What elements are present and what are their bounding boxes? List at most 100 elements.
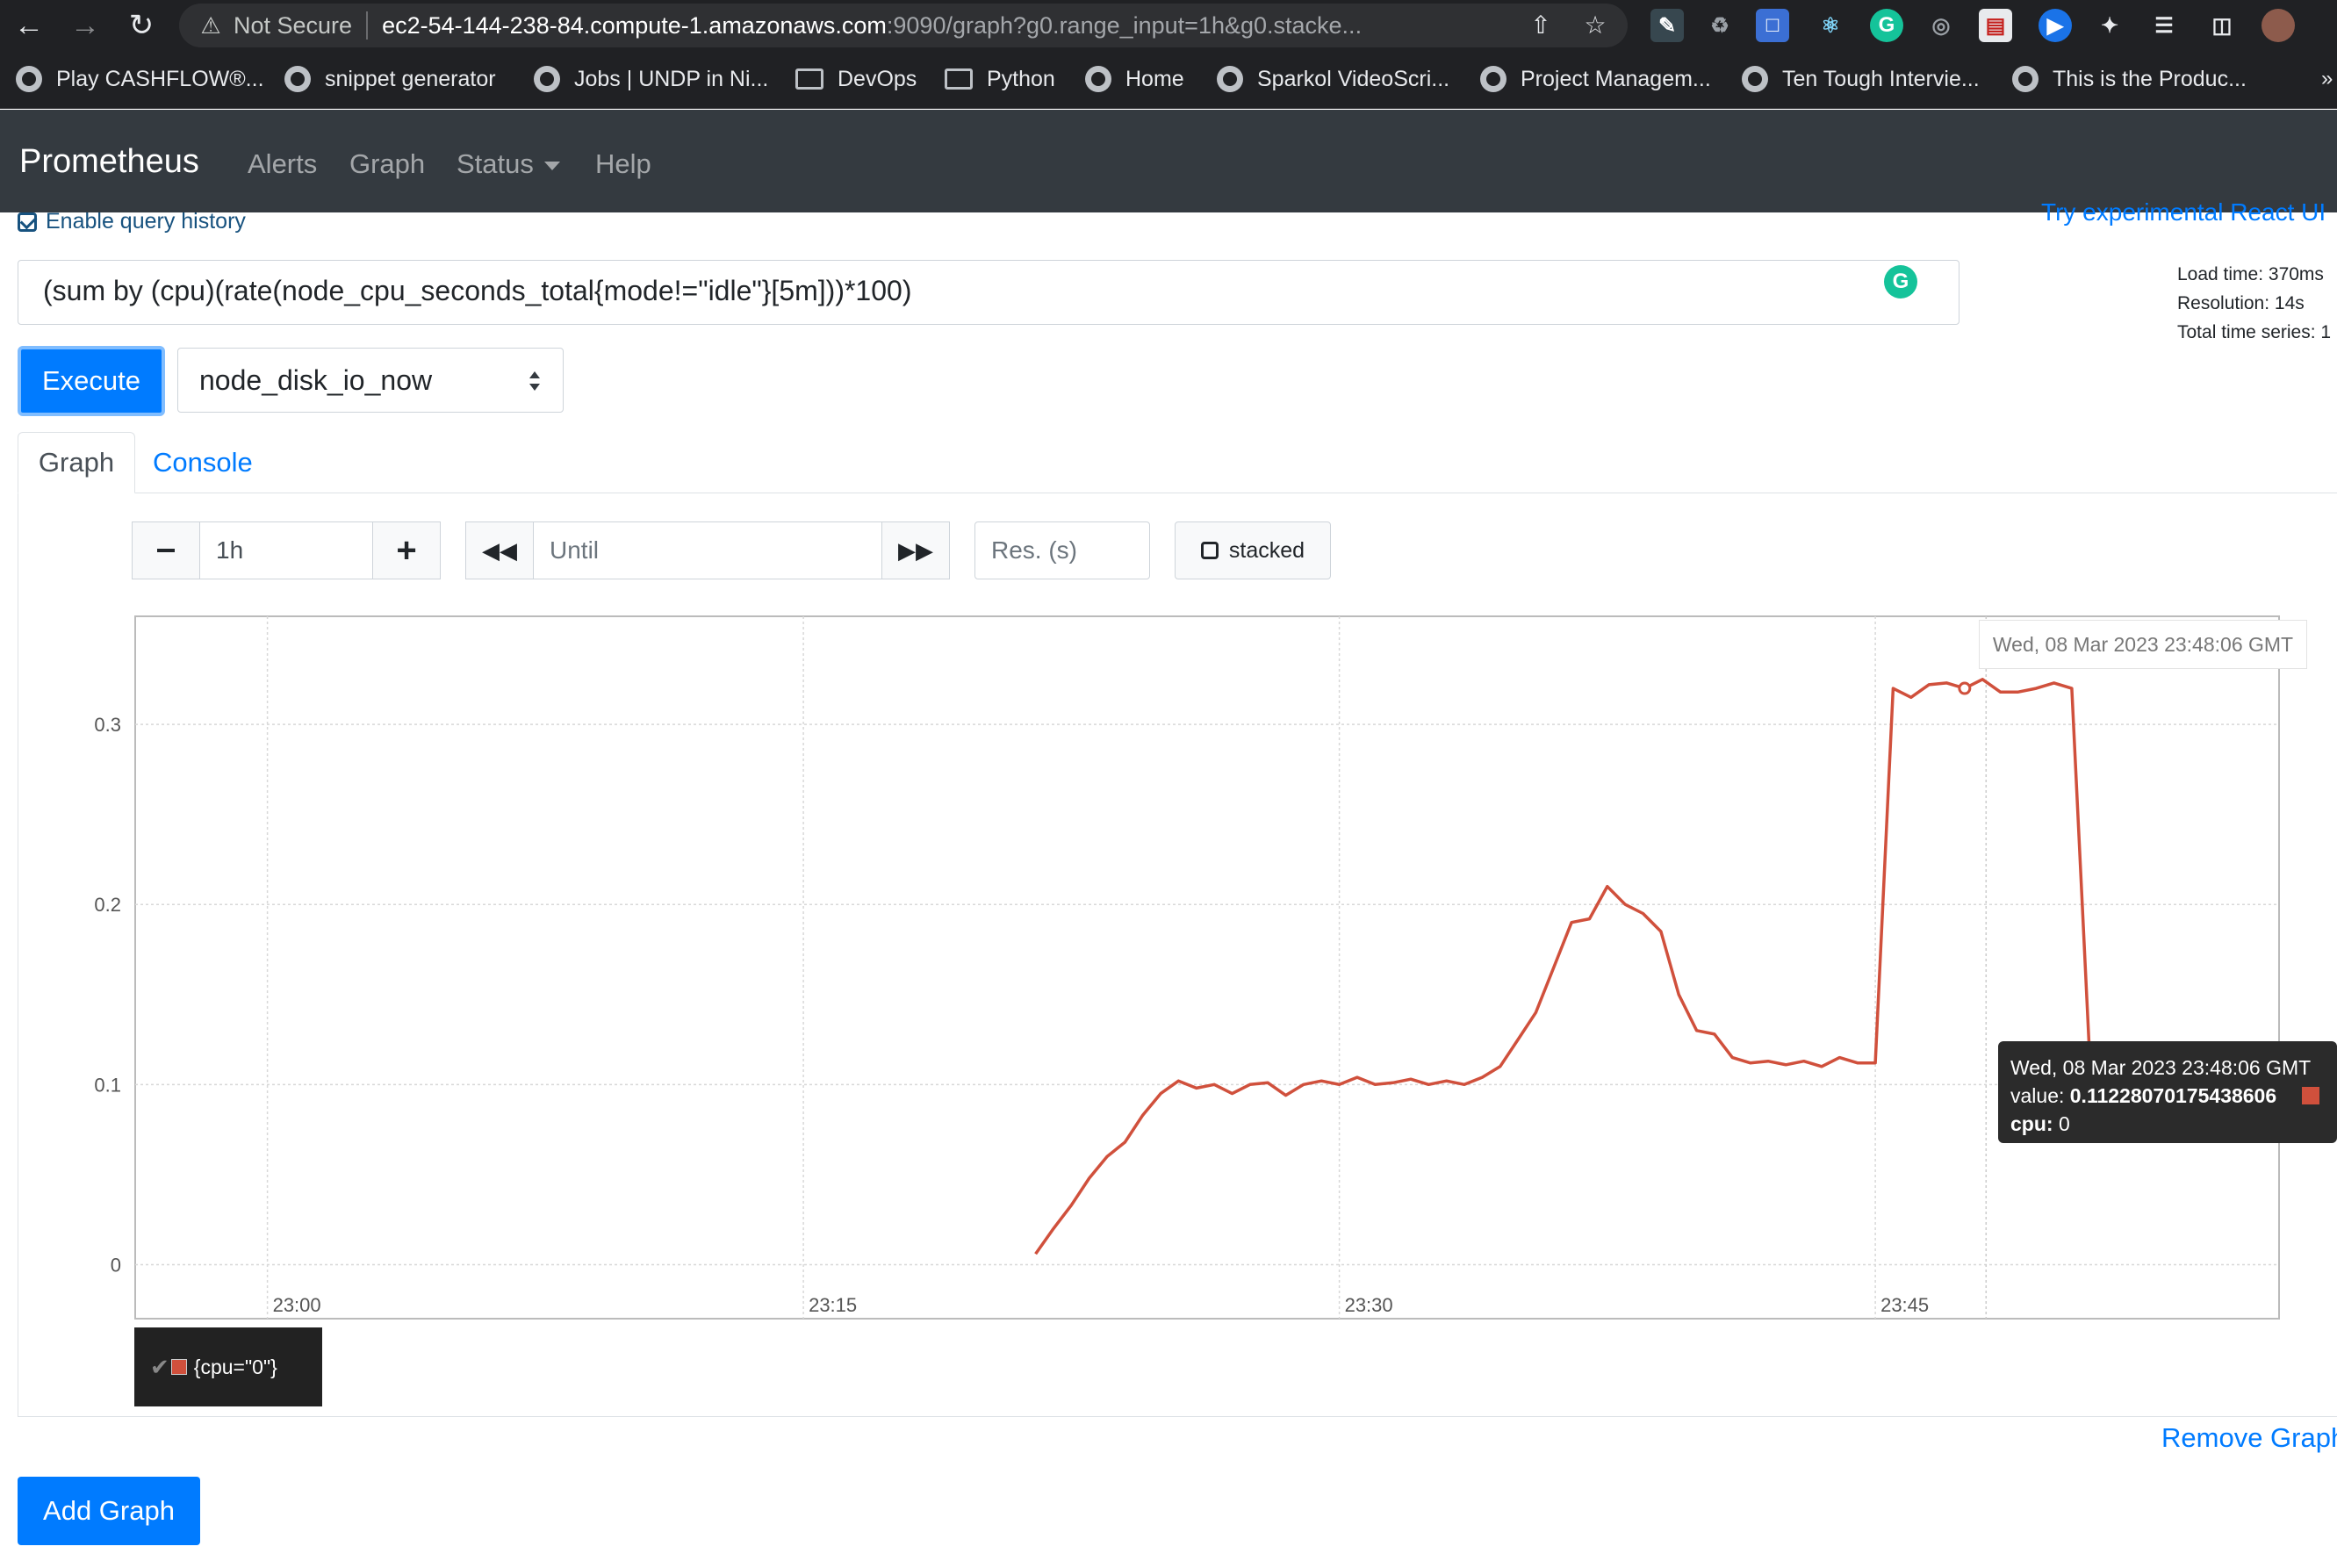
tooltip-time: Wed, 08 Mar 2023 23:48:06 GMT: [2010, 1056, 2312, 1079]
side-panel-icon[interactable]: ◫: [2211, 13, 2233, 38]
tab-graph[interactable]: Graph: [18, 432, 135, 493]
address-divider: [366, 11, 369, 40]
bookmark-item[interactable]: Ten Tough Intervie...: [1742, 63, 1980, 95]
rewind-icon: ◀◀: [482, 536, 517, 564]
query-history-toggle[interactable]: Enable query history: [18, 209, 246, 234]
url-text: ec2-54-144-238-84.compute-1.amazonaws.co…: [382, 12, 1506, 40]
bookmarks-overflow[interactable]: »: [2321, 67, 2333, 90]
globe-icon: [1217, 66, 1243, 92]
check-icon: ✔: [150, 1353, 169, 1380]
minus-icon: [157, 549, 175, 552]
pen-extension-icon[interactable]: ✎: [1650, 9, 1684, 42]
bookmarks-bar: Play CASHFLOW®... snippet generator Jobs…: [0, 51, 2337, 109]
resolution-input[interactable]: Res. (s): [974, 521, 1150, 579]
load-time: Load time: 370ms: [2177, 264, 2324, 284]
add-graph-button[interactable]: Add Graph: [18, 1477, 200, 1545]
globe-icon: [284, 66, 311, 92]
nav-help[interactable]: Help: [595, 148, 651, 179]
tooltip-series-swatch: [2302, 1087, 2319, 1104]
metric-select-value: node_disk_io_now: [199, 364, 433, 396]
security-label: Not Secure: [234, 11, 353, 39]
plus-icon: +: [396, 530, 417, 570]
globe-icon: [16, 66, 42, 92]
checkbox-empty-icon: [1200, 542, 1219, 559]
experimental-ui-link[interactable]: Try experimental React UI: [2041, 198, 2326, 226]
grammarly-badge-icon[interactable]: G: [1884, 265, 1917, 298]
recycle-extension-icon[interactable]: ♻: [1710, 13, 1729, 38]
warning-icon: ⚠: [200, 12, 221, 39]
series-legend[interactable]: ✔ {cpu="0"}: [134, 1327, 322, 1406]
bookmark-item[interactable]: Home: [1085, 63, 1184, 95]
range-increase-button[interactable]: +: [372, 521, 441, 579]
range-decrease-button[interactable]: [132, 521, 200, 579]
tab-console[interactable]: Console: [153, 447, 253, 478]
x-tick-label: 23:45: [1880, 1294, 1929, 1316]
screen-extension-icon[interactable]: ▤: [1979, 9, 2012, 42]
y-tick-label: 0: [111, 1254, 121, 1276]
tooltip-label-row: cpu: 0: [2010, 1110, 2337, 1138]
brand-logo-text[interactable]: Prometheus: [19, 143, 199, 180]
tooltip-value-row: value: 0.11228070175438606: [2010, 1082, 2337, 1110]
address-bar[interactable]: ⚠ Not Secure ec2-54-144-238-84.compute-1…: [179, 4, 1628, 47]
bookmark-item[interactable]: This is the Produc...: [2012, 63, 2247, 95]
share-icon[interactable]: ⇧: [1530, 11, 1551, 39]
stacked-toggle[interactable]: stacked: [1175, 521, 1331, 579]
plot-frame: [134, 615, 2280, 1320]
total-time-series: Total time series: 1: [2177, 322, 2332, 342]
execute-button[interactable]: Execute: [18, 346, 165, 416]
bookmark-folder[interactable]: DevOps: [795, 63, 917, 95]
grammarly-extension-icon[interactable]: G: [1870, 9, 1903, 42]
metric-select[interactable]: node_disk_io_now: [177, 348, 564, 413]
bookmark-item[interactable]: Sparkol VideoScri...: [1217, 63, 1449, 95]
stacked-label: stacked: [1228, 537, 1305, 563]
bookmark-item[interactable]: Jobs | UNDP in Ni...: [534, 63, 768, 95]
tooltip-value: 0.11228070175438606: [2069, 1084, 2277, 1107]
x-tick-label: 23:00: [273, 1294, 321, 1316]
reading-list-icon[interactable]: ☰: [2154, 13, 2174, 38]
graph-chart[interactable]: 0 0.1 0.2 0.3 23:00 23:15 23:30 23:45: [84, 606, 2307, 1334]
tooltip-label-key: cpu:: [2010, 1112, 2053, 1135]
save-extension-icon[interactable]: □: [1756, 9, 1789, 42]
bookmark-item[interactable]: Play CASHFLOW®...: [16, 63, 264, 95]
forward-arrow-icon[interactable]: →: [70, 8, 100, 42]
tooltip-label-value: 0: [2058, 1112, 2070, 1135]
query-stats: Load time: 370ms Resolution: 14s Total t…: [2177, 260, 2331, 347]
resolution: Resolution: 14s: [2177, 293, 2305, 313]
until-input[interactable]: Until: [533, 521, 882, 579]
series-line: [1034, 678, 2197, 1255]
globe-icon: [534, 66, 560, 92]
puzzle-extensions-icon[interactable]: ✦: [2100, 13, 2119, 38]
y-tick-label: 0.1: [94, 1074, 121, 1096]
back-arrow-icon[interactable]: ←: [14, 8, 44, 42]
nav-graph[interactable]: Graph: [349, 148, 426, 179]
globe-icon: [2012, 66, 2039, 92]
url-host: ec2-54-144-238-84.compute-1.amazonaws.co…: [382, 11, 887, 39]
prometheus-navbar: Prometheus Alerts Graph Status Help: [0, 110, 2337, 212]
bookmark-item[interactable]: snippet generator: [284, 63, 496, 95]
remove-graph-link[interactable]: Remove Graph: [2161, 1422, 2337, 1453]
media-extension-icon[interactable]: ▶: [2039, 9, 2072, 42]
end-time-forward-button[interactable]: ▶▶: [881, 521, 950, 579]
fast-forward-icon: ▶▶: [898, 536, 933, 564]
bookmark-folder[interactable]: Python: [945, 63, 1055, 95]
x-tick-label: 23:15: [809, 1294, 857, 1316]
select-arrows-icon: [529, 371, 540, 391]
reload-icon[interactable]: ↻: [128, 9, 155, 42]
y-tick-label: 0.3: [94, 714, 121, 736]
end-time-back-button[interactable]: ◀◀: [465, 521, 534, 579]
bookmark-item[interactable]: Project Managem...: [1480, 63, 1711, 95]
expression-input[interactable]: (sum by (cpu)(rate(node_cpu_seconds_tota…: [18, 260, 1959, 325]
nav-alerts[interactable]: Alerts: [248, 148, 318, 179]
graph-panel: [18, 493, 2337, 1417]
react-devtools-icon[interactable]: ⚛: [1821, 13, 1840, 38]
x-tick-label: 23:30: [1345, 1294, 1393, 1316]
url-path: :9090/graph?g0.range_input=1h&g0.stacke.…: [886, 11, 1363, 39]
profile-avatar[interactable]: [2261, 9, 2295, 42]
timer-extension-icon[interactable]: ◎: [1931, 13, 1951, 38]
nav-status-label: Status: [457, 148, 534, 179]
graph-tooltip: Wed, 08 Mar 2023 23:48:06 GMT value: 0.1…: [1998, 1041, 2337, 1143]
checkbox-checked-icon: [18, 212, 37, 232]
range-input[interactable]: 1h: [199, 521, 373, 579]
bookmark-star-icon[interactable]: ☆: [1584, 11, 1607, 39]
nav-status[interactable]: Status: [457, 148, 560, 180]
